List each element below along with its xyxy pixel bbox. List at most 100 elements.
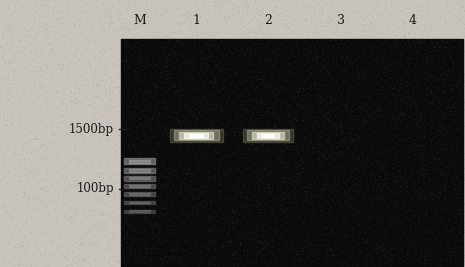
Point	[178, 68, 185, 72]
Point	[392, 119, 399, 124]
Point	[171, 213, 179, 218]
Point	[231, 248, 239, 252]
Point	[152, 247, 159, 251]
Point	[123, 217, 131, 222]
Point	[367, 217, 375, 221]
Point	[231, 47, 239, 51]
Point	[432, 163, 439, 167]
Point	[127, 156, 134, 160]
Point	[200, 198, 207, 202]
Point	[335, 42, 342, 46]
Point	[232, 219, 239, 224]
Point	[20, 240, 27, 244]
Point	[126, 79, 134, 83]
Point	[348, 253, 356, 257]
Point	[327, 128, 335, 132]
Point	[220, 188, 227, 193]
Point	[339, 209, 346, 213]
Point	[285, 231, 292, 235]
Point	[418, 164, 425, 168]
Point	[39, 261, 46, 265]
Point	[359, 133, 366, 137]
Point	[160, 49, 168, 53]
Point	[367, 195, 374, 200]
Point	[252, 125, 259, 130]
Point	[345, 112, 352, 116]
Point	[323, 138, 331, 142]
Point	[26, 255, 33, 260]
Point	[328, 94, 335, 98]
Point	[312, 258, 319, 262]
Point	[316, 89, 324, 93]
Point	[335, 142, 343, 146]
Point	[176, 146, 184, 150]
Point	[242, 195, 249, 199]
Point	[340, 10, 347, 14]
Point	[264, 27, 271, 31]
Point	[433, 41, 441, 45]
Point	[157, 201, 164, 206]
Point	[390, 252, 397, 256]
Point	[354, 155, 361, 159]
Point	[157, 223, 164, 227]
Point	[163, 175, 170, 179]
Point	[271, 98, 278, 102]
Point	[344, 52, 351, 56]
Point	[140, 14, 148, 18]
Point	[133, 62, 140, 66]
Point	[193, 116, 201, 120]
Point	[28, 33, 35, 37]
Point	[171, 110, 178, 114]
Point	[344, 153, 351, 157]
Point	[439, 162, 447, 167]
Point	[279, 22, 286, 26]
Point	[308, 207, 316, 211]
Point	[210, 229, 218, 233]
Point	[264, 51, 272, 56]
Point	[420, 196, 428, 200]
Point	[209, 43, 216, 48]
Point	[31, 64, 39, 68]
Point	[292, 14, 299, 18]
Point	[184, 39, 192, 44]
Point	[250, 125, 257, 129]
Point	[266, 46, 273, 50]
Point	[406, 250, 413, 254]
Point	[208, 188, 216, 193]
Point	[264, 170, 272, 174]
Point	[16, 151, 23, 155]
Point	[445, 161, 452, 165]
Point	[389, 141, 396, 146]
Point	[223, 74, 231, 78]
Point	[342, 242, 349, 246]
Point	[144, 103, 152, 107]
Point	[156, 194, 164, 198]
Point	[52, 219, 60, 223]
Point	[24, 159, 31, 164]
Point	[220, 42, 228, 47]
Point	[110, 60, 117, 64]
Point	[163, 75, 170, 79]
Point	[361, 77, 369, 81]
Point	[182, 214, 190, 218]
Point	[389, 93, 397, 97]
Point	[411, 67, 418, 71]
Point	[334, 133, 341, 138]
Point	[149, 195, 156, 200]
Point	[354, 152, 362, 156]
Point	[161, 248, 169, 252]
Point	[415, 152, 423, 156]
Point	[224, 229, 232, 234]
Point	[156, 246, 163, 251]
Point	[296, 253, 303, 258]
Point	[184, 147, 192, 151]
Point	[310, 252, 317, 256]
Point	[398, 185, 405, 189]
Point	[322, 225, 330, 229]
Point	[381, 176, 389, 180]
Point	[220, 85, 227, 89]
Point	[407, 241, 415, 246]
Point	[365, 127, 373, 131]
Point	[128, 157, 135, 161]
Point	[69, 259, 77, 263]
